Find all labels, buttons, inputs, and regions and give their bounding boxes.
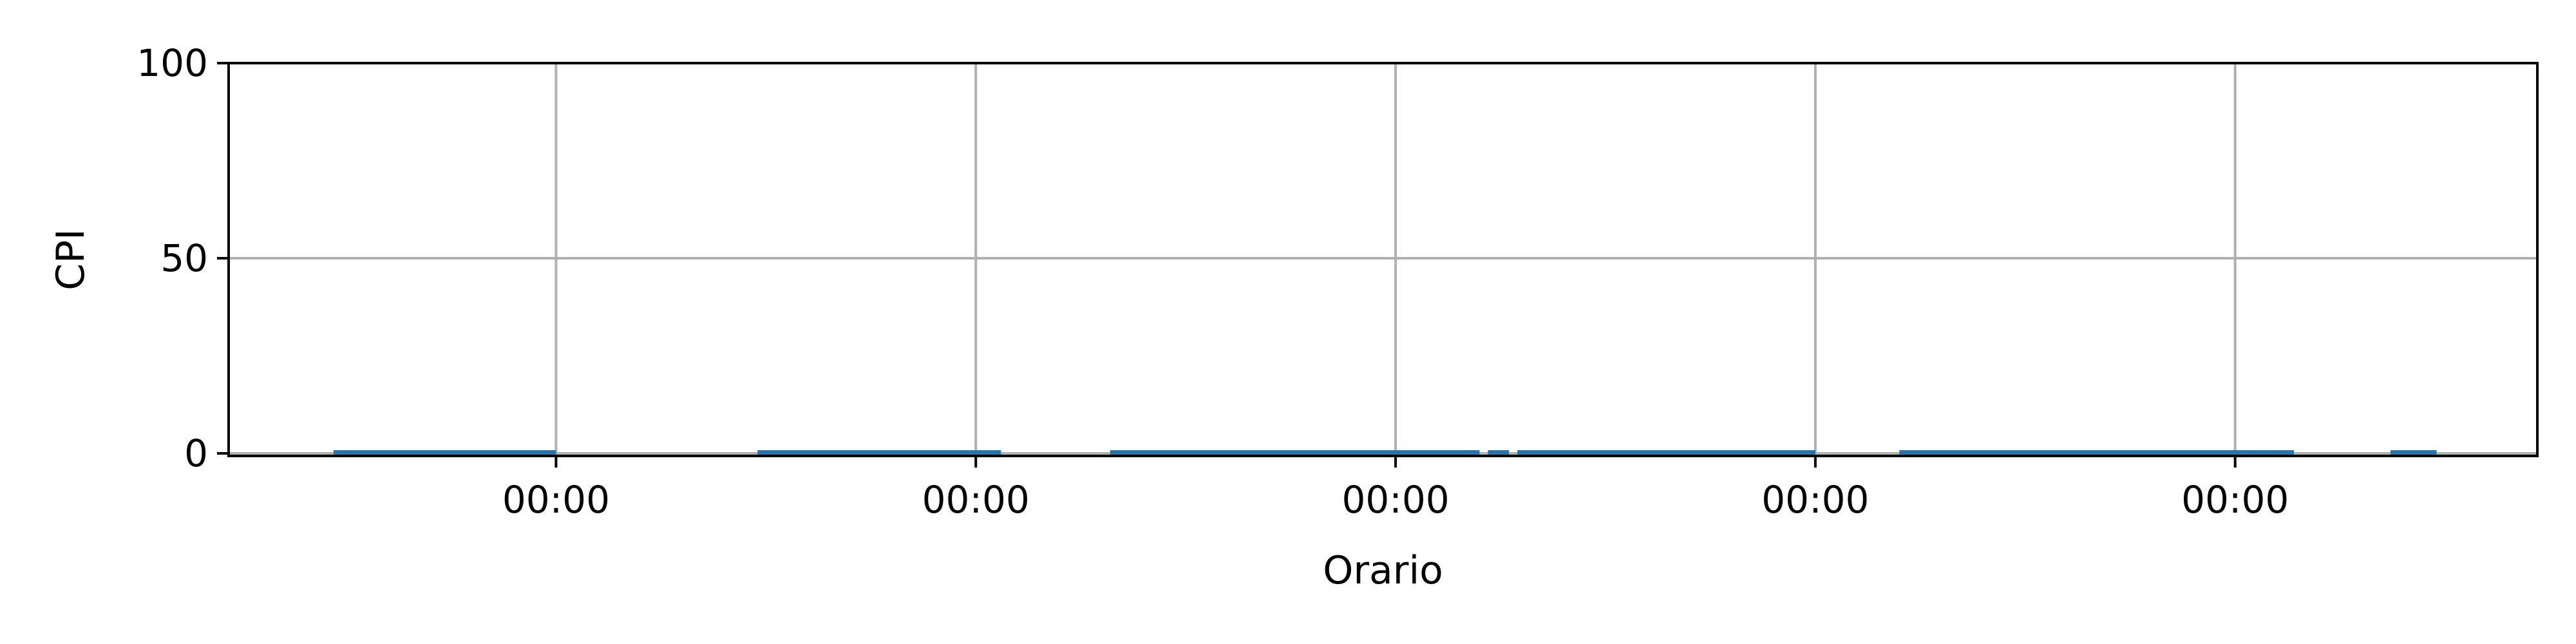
grid <box>229 62 2537 456</box>
x-tick-label: 00:00 <box>502 478 610 522</box>
x-tick-label: 00:00 <box>2181 478 2289 522</box>
y-tick-label: 100 <box>137 41 208 85</box>
y-tick-label: 50 <box>160 236 208 280</box>
y-axis-label: CPI <box>48 229 93 290</box>
x-tick-label: 00:00 <box>1761 478 1869 522</box>
y-tick-label: 0 <box>184 431 208 475</box>
x-axis-ticks: 00:00 00:00 00:00 00:00 00:00 <box>502 456 2289 522</box>
x-tick-label: 00:00 <box>1341 478 1449 522</box>
x-axis-label: Orario <box>1323 548 1443 593</box>
y-axis-ticks: 0 50 100 <box>137 41 229 475</box>
x-tick-label: 00:00 <box>922 478 1030 522</box>
